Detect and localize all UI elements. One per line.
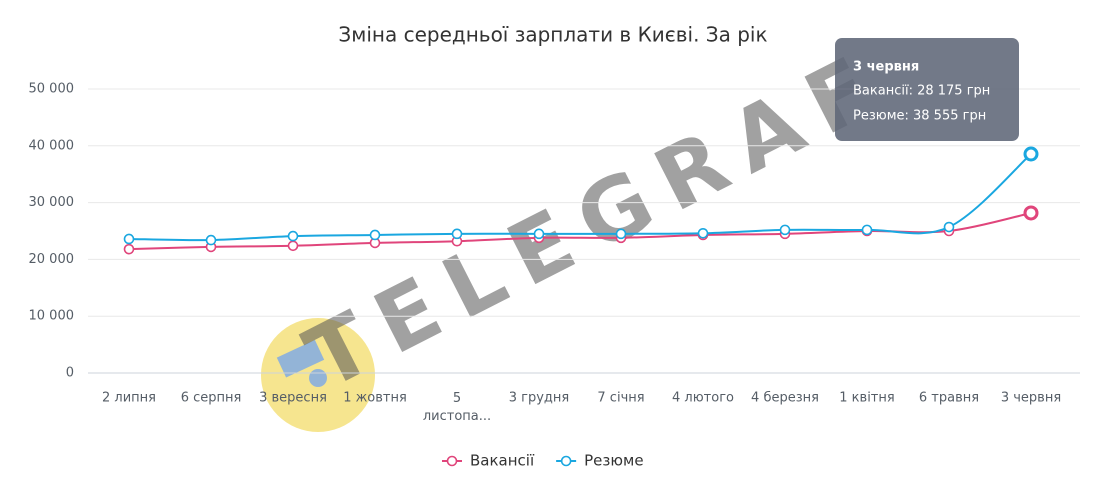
data-point [123, 233, 135, 245]
x-tick-label: 2 липня [102, 391, 156, 406]
tooltip-line: Резюме: 38 555 грн [853, 109, 986, 124]
data-point [861, 224, 873, 236]
y-tick-label: 10 000 [29, 309, 75, 324]
chart-title: Зміна середньої зарплати в Києві. За рік [338, 23, 767, 47]
tooltip-line: Вакансії: 28 175 грн [853, 84, 990, 99]
x-tick-label: 4 березня [751, 391, 819, 406]
tooltip-box [835, 38, 1019, 141]
x-tick-label: 6 травня [919, 391, 979, 406]
x-tick-label: 6 серпня [181, 391, 242, 406]
legend-marker [446, 455, 458, 467]
data-point [1023, 205, 1039, 221]
data-point [287, 230, 299, 242]
x-tick-label: 3 вересня [259, 391, 327, 406]
series-line [128, 153, 1032, 242]
x-tick-label: 7 січня [597, 391, 644, 406]
data-point [943, 221, 955, 233]
x-tick-label: 1 квітня [839, 391, 894, 406]
legend-item: Вакансії [442, 452, 535, 470]
data-point [533, 228, 545, 240]
data-point [287, 240, 299, 252]
x-tick-label: 3 червня [1001, 391, 1061, 406]
data-point [779, 224, 791, 236]
y-tick-label: 30 000 [29, 195, 75, 210]
y-tick-label: 40 000 [29, 138, 75, 153]
legend-item: Резюме [556, 452, 644, 470]
watermark-logo-bar [276, 339, 325, 378]
data-point [451, 228, 463, 240]
x-tick-label: 1 жовтня [343, 391, 407, 406]
legend-marker [560, 455, 572, 467]
data-point [205, 234, 217, 246]
data-point [369, 229, 381, 241]
legend-label: Резюме [584, 452, 643, 470]
data-point [1023, 146, 1039, 162]
data-point [615, 228, 627, 240]
x-tick-label: 3 грудня [509, 391, 570, 406]
y-tick-label: 20 000 [29, 252, 75, 267]
data-point [697, 227, 709, 239]
data-point [123, 243, 135, 255]
legend-label: Вакансії [470, 452, 535, 470]
tooltip-title: 3 червня [853, 60, 919, 75]
y-tick-label: 0 [66, 366, 74, 381]
x-tick-label: 4 лютого [672, 391, 734, 406]
watermark: TELEGRAF [291, 31, 904, 409]
x-tick-label: 5 листопа... [423, 391, 491, 424]
y-tick-label: 50 000 [29, 82, 75, 97]
